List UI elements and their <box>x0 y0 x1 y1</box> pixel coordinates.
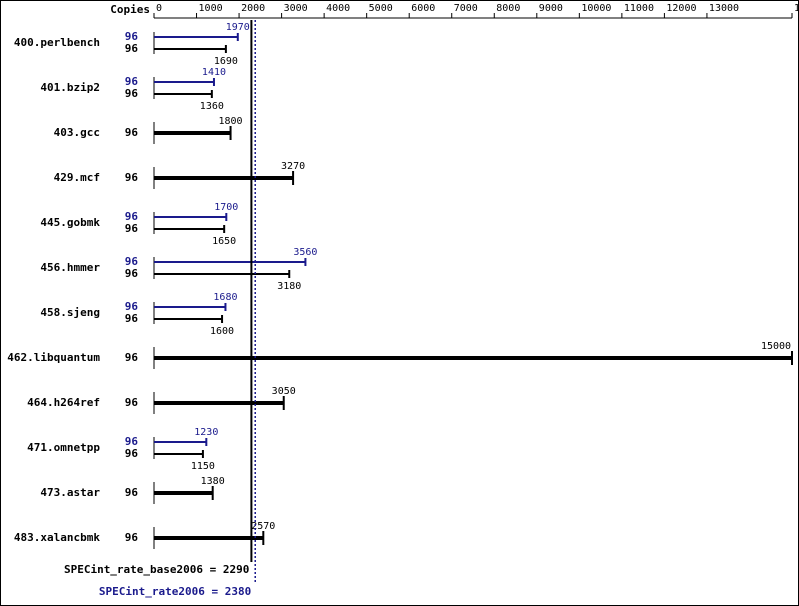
copies-label: 96 <box>125 75 139 88</box>
value-label: 1700 <box>214 202 238 213</box>
value-label: 3180 <box>277 281 301 292</box>
copies-label: 96 <box>125 126 139 139</box>
value-label: 1970 <box>226 22 250 33</box>
copies-label: 96 <box>125 396 139 409</box>
copies-label: 96 <box>125 42 139 55</box>
reference-label: SPECint_rate_base2006 = 2290 <box>64 563 249 576</box>
x-tick-label: 9000 <box>539 3 563 14</box>
x-tick-label: 1000 <box>199 3 223 14</box>
value-label: 1600 <box>210 326 234 337</box>
copies-label: 96 <box>125 267 139 280</box>
x-tick-label: 6000 <box>411 3 435 14</box>
value-label: 1380 <box>201 476 225 487</box>
copies-label: 96 <box>125 30 139 43</box>
copies-label: 96 <box>125 87 139 100</box>
category-label: 464.h264ref <box>27 396 100 409</box>
x-tick-label: 3000 <box>284 3 308 14</box>
copies-label: 96 <box>125 210 139 223</box>
x-tick-label: 15000 <box>794 3 799 14</box>
copies-label: 96 <box>125 222 139 235</box>
value-label: 3560 <box>293 247 317 258</box>
category-label: 483.xalancbmk <box>14 531 100 544</box>
value-label: 1680 <box>213 292 237 303</box>
category-label: 462.libquantum <box>7 351 100 364</box>
copies-label: 96 <box>125 312 139 325</box>
category-label: 456.hmmer <box>40 261 100 274</box>
category-label: 458.sjeng <box>40 306 100 319</box>
x-tick-label: 8000 <box>496 3 520 14</box>
copies-label: 96 <box>125 351 139 364</box>
value-label: 2570 <box>251 521 275 532</box>
category-label: 473.astar <box>40 486 100 499</box>
x-tick-label: 4000 <box>326 3 350 14</box>
x-tick-label: 10000 <box>581 3 611 14</box>
copies-label: 96 <box>125 435 139 448</box>
copies-label: 96 <box>125 300 139 313</box>
value-label: 3050 <box>272 386 296 397</box>
copies-label: 96 <box>125 171 139 184</box>
x-tick-label: 5000 <box>369 3 393 14</box>
copies-label: 96 <box>125 486 139 499</box>
copies-label: 96 <box>125 255 139 268</box>
value-label: 1230 <box>194 427 218 438</box>
value-label: 1150 <box>191 461 215 472</box>
x-tick-label: 2000 <box>241 3 265 14</box>
value-label: 1650 <box>212 236 236 247</box>
category-label: 471.omnetpp <box>27 441 100 454</box>
category-label: 401.bzip2 <box>40 81 100 94</box>
value-label: 1360 <box>200 101 224 112</box>
x-tick-label: 0 <box>156 3 162 14</box>
copies-label: 96 <box>125 447 139 460</box>
category-label: 400.perlbench <box>14 36 100 49</box>
reference-label: SPECint_rate2006 = 2380 <box>99 585 251 598</box>
x-tick-label: 12000 <box>666 3 696 14</box>
category-label: 429.mcf <box>54 171 100 184</box>
copies-label: 96 <box>125 531 139 544</box>
value-label: 1690 <box>214 56 238 67</box>
category-label: 403.gcc <box>54 126 100 139</box>
x-tick-label: 11000 <box>624 3 654 14</box>
value-label: 15000 <box>761 341 791 352</box>
category-label: 445.gobmk <box>40 216 100 229</box>
value-label: 1410 <box>202 67 226 78</box>
value-label: 3270 <box>281 161 305 172</box>
x-tick-label: 13000 <box>709 3 739 14</box>
axis-label: Copies <box>110 3 150 16</box>
x-tick-label: 7000 <box>454 3 478 14</box>
value-label: 1800 <box>219 116 243 127</box>
